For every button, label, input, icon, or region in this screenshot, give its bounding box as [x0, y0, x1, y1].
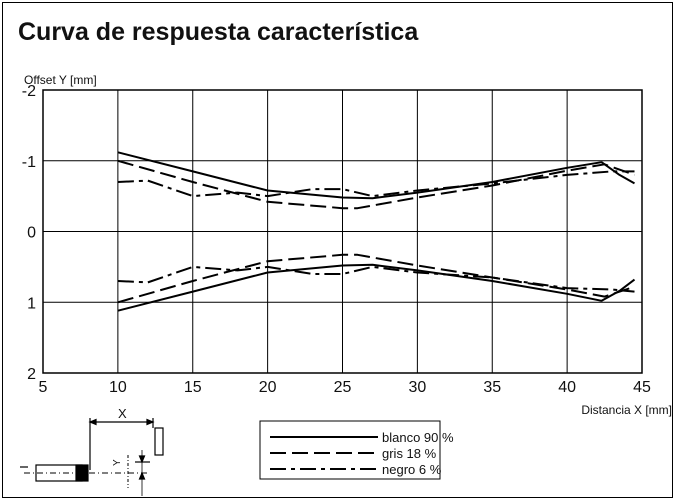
- y-tick-label-4: 2: [27, 366, 36, 383]
- legend-label-2: negro 6 %: [382, 462, 442, 477]
- legend-label-1: gris 18 %: [382, 446, 437, 461]
- arrow-down-icon: [138, 455, 146, 464]
- x-tick-label-7: 40: [558, 379, 576, 396]
- x-tick-label-0: 5: [39, 379, 48, 396]
- series-2-upper-line: [117, 170, 635, 198]
- x-tick-label-2: 15: [184, 379, 202, 396]
- legend-label-0: blanco 90 %: [382, 430, 454, 445]
- y-tick-label-3: 1: [27, 295, 36, 312]
- series-1-lower-line: [117, 253, 635, 304]
- arrow-left-icon: [88, 418, 97, 426]
- x-tick-label-4: 25: [334, 379, 352, 396]
- figure-frame: [2, 2, 673, 498]
- arrow-up-icon: [138, 471, 146, 480]
- x-tick-label-1: 10: [109, 379, 127, 396]
- y-tick-label-2: 0: [27, 225, 36, 242]
- x-tick-label-5: 30: [408, 379, 426, 396]
- tick-labels: 5 10 15 20 25 30 35 40 45 -2 -1 0 1 2: [22, 83, 651, 396]
- sensor-diagram: [20, 418, 164, 496]
- series-0-lower-line: [117, 263, 636, 312]
- x-tick-label-8: 45: [633, 379, 651, 396]
- diagram-y-label: Y: [112, 459, 123, 466]
- y-axis-label: Offset Y [mm]: [24, 73, 97, 87]
- grid: [42, 89, 643, 374]
- y-tick-label-1: -1: [22, 154, 36, 171]
- chart-title: Curva de respuesta característica: [18, 18, 419, 46]
- x-tick-label-6: 35: [483, 379, 501, 396]
- series-0-upper-line: [117, 151, 635, 200]
- x-tick-label-3: 20: [259, 379, 277, 396]
- diagram-x-label: X: [118, 406, 127, 421]
- series-1-upper-line: [117, 159, 635, 210]
- series-2-lower-line: [117, 265, 635, 293]
- y-tick-label-0: -2: [22, 83, 36, 100]
- arrow-right-icon: [146, 418, 155, 426]
- x-axis-label: Distancia X [mm]: [581, 403, 672, 417]
- legend: blanco 90 %gris 18 %negro 6 %: [259, 420, 454, 480]
- legend-box: [259, 420, 441, 480]
- target-object: [154, 427, 164, 456]
- series-layer: [117, 151, 636, 312]
